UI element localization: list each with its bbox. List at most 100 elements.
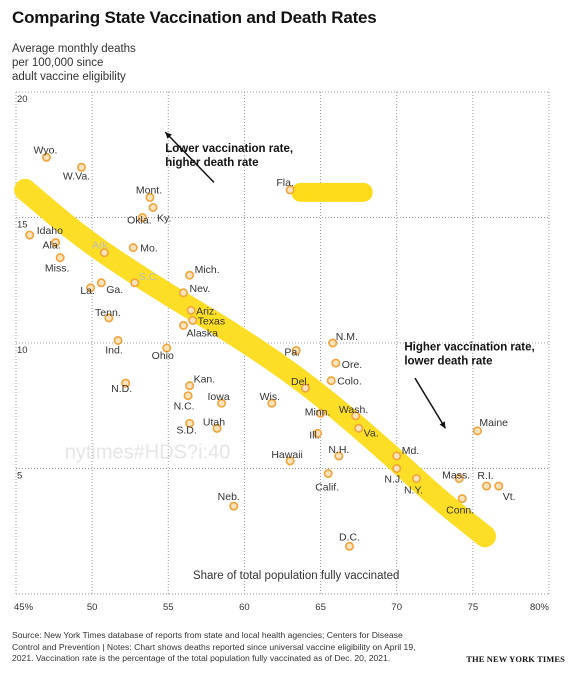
state-point: Ohio xyxy=(152,343,174,362)
state-point: Mo. xyxy=(128,243,158,255)
point-label: Ky. xyxy=(157,212,171,224)
point-marker xyxy=(351,411,361,421)
annotation-text: Higher vaccination rate, xyxy=(404,342,534,354)
point-label: Ind. xyxy=(105,344,123,356)
state-point: Ky. xyxy=(148,202,171,224)
state-point: Neb. xyxy=(218,491,240,511)
point-marker xyxy=(494,481,504,491)
point-marker xyxy=(145,192,155,202)
state-point: Mont. xyxy=(136,184,162,202)
point-marker xyxy=(354,423,364,433)
state-point: Del. xyxy=(291,376,310,393)
state-point: Iowa xyxy=(207,391,230,408)
state-point: Texas xyxy=(188,315,225,327)
point-label: Wyo. xyxy=(34,144,58,156)
state-point: D.C. xyxy=(339,531,360,551)
state-point: Ind. xyxy=(105,335,123,356)
point-label: Conn. xyxy=(446,505,474,517)
point-marker xyxy=(179,320,189,330)
state-point: Conn. xyxy=(446,494,474,517)
state-point: Wyo. xyxy=(34,144,58,162)
point-label: Kan. xyxy=(194,374,216,386)
point-marker xyxy=(392,451,402,461)
point-label: Mont. xyxy=(136,184,162,196)
point-label: W.Va. xyxy=(63,170,90,182)
y-tick-label: 5 xyxy=(17,471,22,482)
highlight-diagonal-stroke xyxy=(14,178,497,548)
point-marker xyxy=(183,391,193,401)
point-marker xyxy=(291,346,301,356)
point-marker xyxy=(267,398,277,408)
point-label: Vt. xyxy=(503,491,516,503)
state-point: La. xyxy=(80,283,96,297)
annotation: Lower vaccination rate, higher death rate xyxy=(164,131,293,183)
point-marker xyxy=(96,278,106,288)
x-axis-label: Share of total population fully vaccinat… xyxy=(193,570,400,582)
point-label: Ohio xyxy=(152,350,174,362)
annotation-arrow-line xyxy=(164,131,215,183)
state-point: Va. xyxy=(354,423,379,439)
point-marker xyxy=(113,335,123,345)
point-marker xyxy=(137,213,147,223)
point-label: Utah xyxy=(203,416,225,428)
point-label: Wash. xyxy=(339,404,368,416)
point-marker xyxy=(328,338,338,348)
point-marker xyxy=(121,378,131,388)
point-label: Ala. xyxy=(43,240,61,252)
state-point: N.Y. xyxy=(404,474,423,497)
point-marker xyxy=(51,238,61,248)
x-tick-label: 75 xyxy=(468,602,479,613)
point-label: Miss. xyxy=(45,263,70,275)
point-label: Iowa xyxy=(207,391,229,403)
x-tick-label: 70 xyxy=(391,602,402,613)
state-point: N.M. xyxy=(328,331,358,348)
point-label: Alaska xyxy=(187,327,219,339)
highlight-marker-stroke xyxy=(14,178,497,548)
state-point: S.D. xyxy=(176,418,197,436)
point-marker xyxy=(300,383,310,393)
point-label: Okla. xyxy=(127,215,152,227)
annotation-arrow-line xyxy=(414,377,447,429)
point-marker xyxy=(76,162,86,172)
point-label: Idaho xyxy=(37,225,63,237)
y-axis-label-line: per 100,000 since xyxy=(12,57,104,69)
source-note: Source: New York Times database of repor… xyxy=(12,630,416,663)
point-label: Ill. xyxy=(309,429,320,441)
state-point: Wis. xyxy=(260,391,280,408)
state-point: Okla. xyxy=(127,213,152,227)
state-point: Nev. xyxy=(179,283,211,298)
state-point: W.Va. xyxy=(63,162,90,182)
state-point: Miss. xyxy=(45,253,70,275)
x-tick-label: 80% xyxy=(530,602,550,613)
point-marker xyxy=(323,469,333,479)
point-label: Maine xyxy=(479,417,508,429)
annotation: Higher vaccination rate, lower death rate xyxy=(404,342,535,429)
point-marker xyxy=(316,408,326,418)
x-tick-label: 55 xyxy=(163,602,174,613)
point-marker xyxy=(482,481,492,491)
point-label: Ariz. xyxy=(196,305,217,317)
point-marker xyxy=(41,152,51,162)
point-marker xyxy=(285,185,295,195)
point-marker xyxy=(412,474,422,484)
point-marker xyxy=(185,381,195,391)
point-label: La. xyxy=(80,285,95,297)
point-label: N.Y. xyxy=(404,485,423,497)
point-marker xyxy=(104,313,114,323)
y-axis-label-line: Average monthly deaths xyxy=(12,43,136,55)
annotation-text: Lower vaccination rate, xyxy=(165,143,293,155)
state-point: Vt. xyxy=(494,481,516,503)
state-point: Mich. xyxy=(185,264,220,280)
point-marker xyxy=(313,428,323,438)
point-label: Neb. xyxy=(218,491,240,503)
point-label: Nev. xyxy=(190,283,211,295)
annotations: Lower vaccination rate, higher death rate… xyxy=(164,131,535,429)
point-label: N.C. xyxy=(174,401,195,413)
state-point: Utah xyxy=(203,416,225,433)
point-label: Fla. xyxy=(276,177,294,189)
annotation-text: lower death rate xyxy=(404,356,492,368)
point-marker xyxy=(55,253,65,263)
state-point: Ark. xyxy=(92,240,111,258)
state-point: Minn. xyxy=(305,406,331,418)
